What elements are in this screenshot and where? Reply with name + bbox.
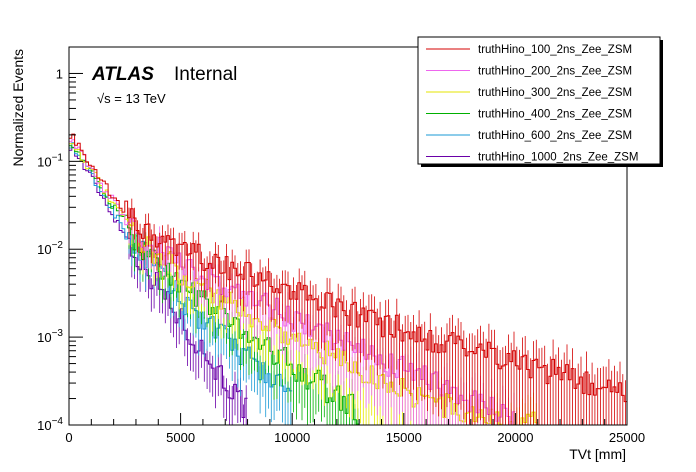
series-layer [68, 133, 627, 426]
energy-label: √s = 13 TeV [97, 91, 166, 106]
y-tick-base: 10 [37, 330, 51, 345]
legend-entries: truthHino_100_2ns_Zee_ZSM truthHino_200_2… [426, 44, 638, 164]
y-tick-base: 10 [37, 154, 51, 169]
series-line [68, 139, 516, 426]
legend-box [417, 36, 661, 165]
x-tick-label: 25000 [609, 430, 645, 445]
y-tick-label: 10−1 [37, 152, 63, 169]
y-tick-label: 1 [56, 66, 63, 81]
x-tick-label: 20000 [497, 430, 533, 445]
legend-label: truthHino_200_2ns_Zee_ZSM [478, 66, 632, 78]
y-axis: 10−410−310−210−11 [37, 46, 83, 433]
legend-label: truthHino_400_2ns_Zee_ZSM [478, 109, 632, 121]
y-tick-base: 1 [56, 66, 63, 81]
legend-entry: truthHino_200_2ns_Zee_ZSM [426, 66, 632, 78]
plot-frame [68, 46, 628, 426]
atlas-label: ATLAS [91, 64, 154, 85]
legend-entry: truthHino_1000_2ns_Zee_ZSM [426, 152, 638, 164]
y-tick-base: 10 [37, 242, 51, 257]
internal-label: Internal [174, 64, 237, 85]
legend-label: truthHino_600_2ns_Zee_ZSM [478, 130, 632, 142]
y-tick-exponent: −4 [52, 416, 64, 427]
y-tick-exponent: −3 [52, 328, 64, 339]
legend-entry: truthHino_400_2ns_Zee_ZSM [426, 109, 632, 121]
legend-entry: truthHino_300_2ns_Zee_ZSM [426, 87, 632, 99]
y-tick-label: 10−4 [37, 416, 63, 433]
x-axis-title: TVt [mm] [569, 446, 626, 462]
series-error-bars [128, 198, 626, 425]
x-tick-label: 10000 [274, 430, 310, 445]
legend-label: truthHino_300_2ns_Zee_ZSM [478, 87, 632, 99]
legend: truthHino_100_2ns_Zee_ZSM truthHino_200_2… [417, 36, 663, 167]
y-tick-label: 10−2 [37, 240, 63, 257]
legend-entry: truthHino_100_2ns_Zee_ZSM [426, 44, 632, 56]
energy-sqrt-s: √s [97, 91, 111, 106]
energy-value: = 13 TeV [111, 91, 166, 106]
y-tick-exponent: −1 [52, 152, 64, 163]
series-line [68, 133, 627, 425]
legend-label: truthHino_100_2ns_Zee_ZSM [478, 44, 632, 56]
series-line [68, 145, 360, 425]
y-tick-exponent: −2 [52, 240, 64, 251]
x-tick-label: 0 [65, 430, 72, 445]
series-line [68, 143, 538, 426]
y-tick-label: 10−3 [37, 328, 63, 345]
x-tick-label: 15000 [386, 430, 422, 445]
legend-entry: truthHino_600_2ns_Zee_ZSM [426, 130, 632, 142]
y-axis-title: Normalized Events [10, 49, 26, 167]
series-line [68, 146, 248, 425]
x-tick-label: 5000 [166, 430, 195, 445]
legend-label: truthHino_1000_2ns_Zee_ZSM [478, 152, 638, 164]
x-axis: 0 5000 10000 15000 20000 25000 [65, 413, 645, 445]
y-tick-base: 10 [37, 418, 51, 433]
